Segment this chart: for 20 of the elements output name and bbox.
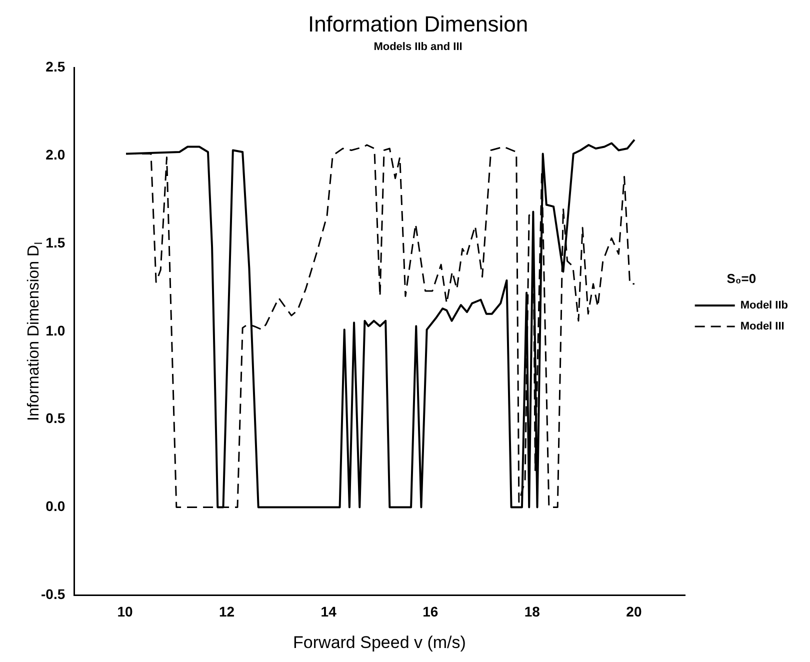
y-tick-label: 0.5 bbox=[46, 410, 66, 426]
text: S₀=0 bbox=[726, 271, 756, 286]
x-tick-label: 20 bbox=[626, 603, 642, 620]
y-tick-label: 1.5 bbox=[46, 234, 66, 250]
x-tick-label: 14 bbox=[320, 603, 337, 620]
chart-title: Information Dimension bbox=[308, 11, 528, 36]
y-tick-label: 2.5 bbox=[46, 58, 66, 74]
x-tick-label: 12 bbox=[219, 603, 235, 620]
legend-label: Model IIb bbox=[740, 300, 788, 312]
y-tick-label: 2.0 bbox=[46, 146, 66, 162]
chart-subtitle: Models IIb and III bbox=[374, 41, 462, 54]
y-tick-label: 0.0 bbox=[46, 498, 66, 514]
y-axis-title: Information Dimension DI bbox=[25, 242, 45, 421]
x-tick-label: 18 bbox=[524, 603, 540, 620]
x-tick-label: 10 bbox=[117, 603, 134, 620]
y-tick-label: -0.5 bbox=[41, 586, 66, 602]
legend-label: Model III bbox=[740, 320, 784, 333]
x-axis-title: Forward Speed v (m/s) bbox=[293, 632, 466, 652]
x-tick-label: 16 bbox=[422, 603, 438, 620]
y-tick-label: 1.0 bbox=[46, 322, 66, 338]
